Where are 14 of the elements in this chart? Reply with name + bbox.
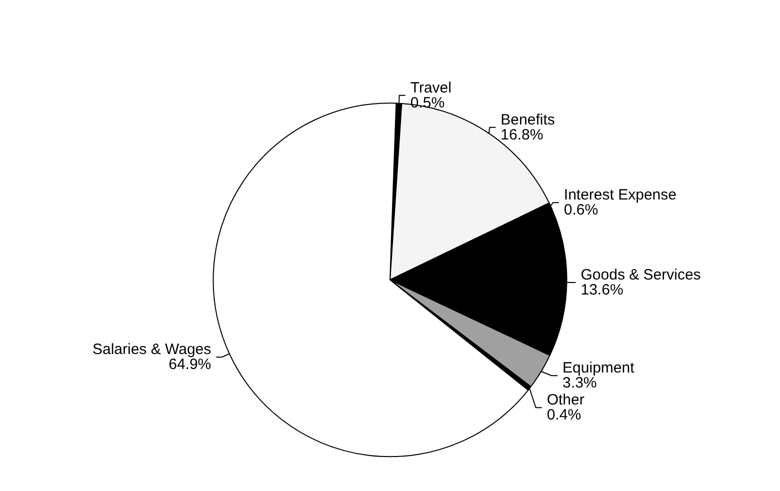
slice-label: Travel <box>410 79 452 96</box>
data-label: 16.8% <box>500 126 544 144</box>
data-label: 0.4% <box>546 406 582 424</box>
slice-label: Salaries & Wages <box>92 341 212 358</box>
slice-label: Benefits <box>500 111 555 128</box>
data-label: 3.3% <box>562 374 597 392</box>
data-label: 0.5% <box>410 94 445 112</box>
slice-label: Interest Expense <box>564 186 676 204</box>
data-label: 64.9% <box>168 356 212 374</box>
data-label: 13.6% <box>580 282 624 299</box>
data-label: 0.6% <box>564 202 598 219</box>
slice-label: Other <box>546 392 584 409</box>
slice-label: Equipment <box>562 360 636 377</box>
slice-label: Goods & Services <box>580 266 701 284</box>
